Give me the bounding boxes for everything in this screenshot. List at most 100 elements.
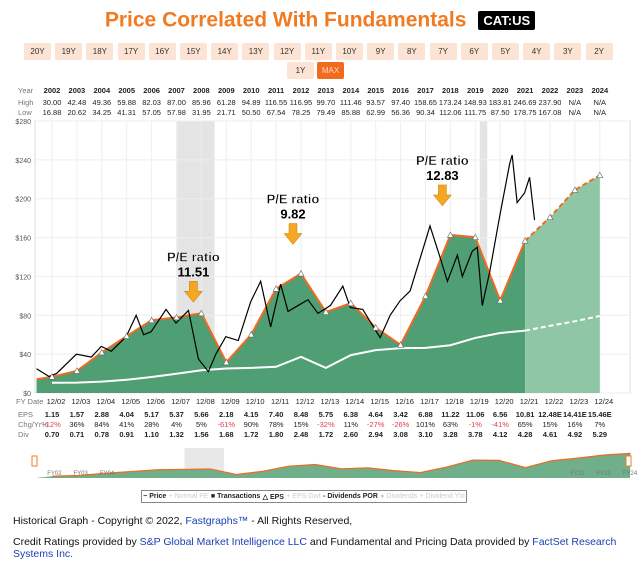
low-cell: N/A: [593, 108, 607, 117]
navigator[interactable]: FY02 FY03 FY04 FY22 FY23 FY24: [0, 448, 640, 484]
div-cell: 1.80: [268, 430, 284, 439]
range-button-1y[interactable]: 1Y: [287, 62, 314, 79]
fy-cell: 12/04: [96, 397, 116, 406]
range-button-11y[interactable]: 11Y: [304, 43, 332, 60]
y-tick-label: $120: [15, 274, 31, 281]
years-cell: 2024: [591, 86, 609, 95]
navigator-right-handle[interactable]: [625, 455, 632, 467]
eps-marker: [496, 296, 504, 304]
eps-marker: [571, 186, 579, 193]
eps-marker: [596, 171, 604, 179]
fy-cell: 12/06: [146, 397, 165, 406]
chg-cell: 4%: [171, 420, 182, 429]
range-button-7y[interactable]: 7Y: [429, 43, 457, 60]
chg-cell: -27%: [366, 420, 385, 429]
high-cell: 148.93: [463, 98, 487, 107]
chg-cell: 7%: [594, 420, 606, 429]
legend-item-dividends[interactable]: ● Dividends: [380, 493, 418, 500]
range-button-9y[interactable]: 9Y: [367, 43, 395, 60]
range-button-18y[interactable]: 18Y: [86, 43, 114, 60]
fastgraphs-link[interactable]: Fastgraphs™: [185, 515, 249, 527]
legend-item-eps-gwt[interactable]: + EPS Gwt: [286, 493, 321, 500]
sp-global-link[interactable]: S&P Global Market Intelligence LLC: [139, 536, 307, 548]
eps-cell: 4.64: [368, 410, 383, 419]
eps-cell: 4.04: [119, 410, 134, 419]
div-cell: 1.10: [144, 430, 159, 439]
chg-cell: 15%: [542, 420, 558, 429]
years-cell: 2014: [342, 86, 360, 95]
credits-text: Credit Ratings provided by: [13, 536, 140, 548]
range-button-3y[interactable]: 3Y: [554, 43, 582, 60]
table-label-low: Low: [18, 108, 32, 117]
range-button-20y[interactable]: 20Y: [24, 43, 51, 60]
eps-marker: [322, 308, 330, 315]
eps-marker: [521, 237, 529, 244]
low-cell: 79.49: [316, 108, 336, 117]
div-cell: 0.71: [69, 430, 85, 439]
years-cell: 2016: [392, 86, 409, 95]
legend-item-dividends-por[interactable]: - Dividends POR: [323, 493, 378, 500]
navigator-label: FY04: [100, 471, 115, 477]
eps-cell: 6.38: [343, 410, 359, 419]
factset-link[interactable]: FactSet Research Systems Inc.: [13, 536, 617, 560]
fy-cell: 12/09: [220, 397, 240, 406]
range-button-15y[interactable]: 15Y: [180, 43, 207, 60]
eps-marker: [297, 269, 305, 277]
fy-cell: 12/18: [445, 397, 464, 406]
range-button-12y[interactable]: 12Y: [273, 43, 301, 60]
range-button-6y[interactable]: 6Y: [460, 43, 488, 60]
range-button-19y[interactable]: 19Y: [55, 43, 83, 60]
div-cell: 3.10: [418, 430, 433, 439]
low-cell: 67.54: [266, 108, 286, 117]
range-button-16y[interactable]: 16Y: [148, 43, 176, 60]
range-button-2y[interactable]: 2Y: [585, 43, 613, 60]
arrow-down-icon: [183, 281, 203, 303]
high-cell: 183.81: [488, 98, 512, 107]
high-cell: 94.89: [241, 98, 261, 107]
range-button-8y[interactable]: 8Y: [398, 43, 426, 60]
years-cell: 2019: [466, 86, 484, 95]
chg-cell: 36%: [69, 420, 85, 429]
eps-cell: 4.15: [243, 410, 259, 419]
chg-cell: 78%: [268, 420, 284, 429]
y-tick-label: $80: [19, 313, 31, 320]
range-button-17y[interactable]: 17Y: [117, 43, 145, 60]
eps-cell: 8.48: [293, 410, 309, 419]
legend-item-dividend-yld[interactable]: + Dividend Yld: [419, 493, 465, 500]
high-cell: 116.55: [264, 98, 288, 107]
legend-item-normal-pe[interactable]: + Normal PE: [168, 493, 209, 500]
eps-area: [36, 234, 526, 393]
range-button-13y[interactable]: 13Y: [242, 43, 270, 60]
range-button-14y[interactable]: 14Y: [211, 43, 239, 60]
fy-cell: 12/14: [345, 397, 365, 406]
low-cell: 57.05: [142, 108, 161, 117]
years-cell: 2023: [566, 86, 584, 95]
high-cell: 93.57: [366, 98, 386, 107]
eps-cell: 5.66: [194, 410, 209, 419]
chg-cell: 101%: [415, 420, 436, 429]
high-cell: 49.36: [92, 98, 112, 107]
low-cell: 56.36: [391, 108, 410, 117]
navigator-left-handle[interactable]: [31, 455, 38, 467]
fy-cell: 12/03: [71, 397, 91, 406]
range-button-5y[interactable]: 5Y: [492, 43, 519, 60]
legend-item-price[interactable]: − Price: [143, 493, 167, 500]
years-cell: 2021: [516, 86, 534, 95]
legend-item-transactions[interactable]: ■ Transactions: [210, 493, 261, 500]
range-button-4y[interactable]: 4Y: [523, 43, 551, 60]
div-cell: 4.12: [492, 430, 508, 439]
navigator-label: FY02: [47, 471, 62, 477]
range-button-10y[interactable]: 10Y: [336, 43, 363, 60]
eps-marker: [172, 313, 181, 321]
range-button-max[interactable]: MAX: [317, 62, 344, 79]
years-cell: 2007: [168, 86, 185, 95]
low-cell: 78.25: [291, 108, 311, 117]
high-cell: 61.28: [216, 98, 236, 107]
low-cell: 111.75: [464, 108, 487, 117]
copyright-line: Historical Graph - Copyright © 2022, Fas…: [13, 515, 352, 527]
navigator-area: [36, 453, 631, 478]
legend-item-eps[interactable]: △ EPS: [262, 493, 284, 501]
high-cell: 85.96: [192, 98, 211, 107]
div-cell: 0.70: [44, 430, 60, 439]
table-label-years: Year: [18, 86, 34, 95]
